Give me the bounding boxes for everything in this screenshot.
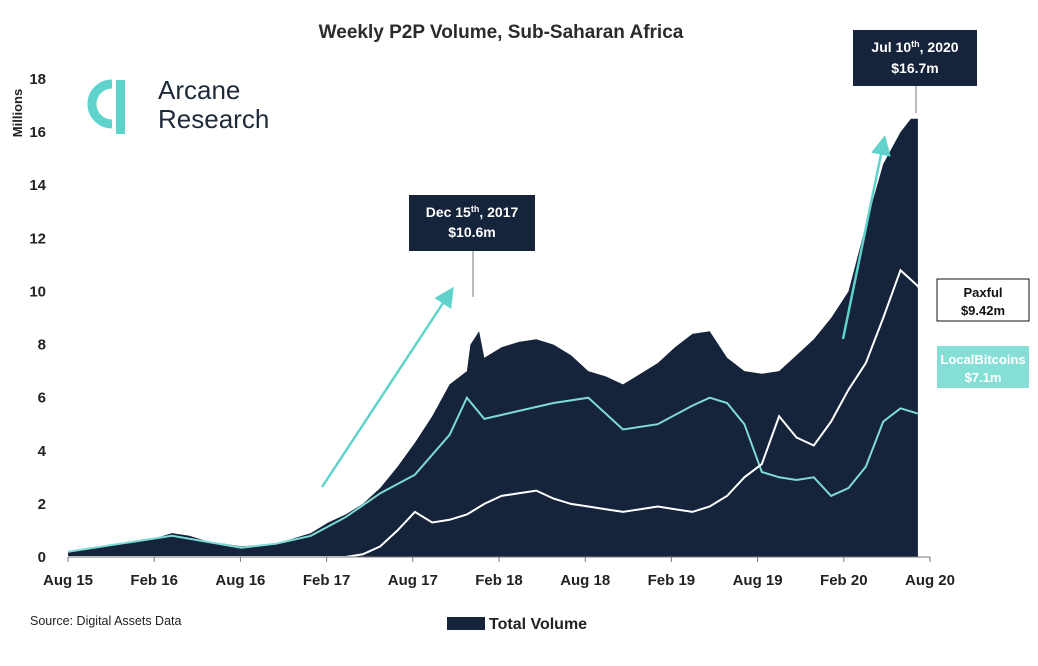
peak-2017-value: $10.6m (448, 224, 495, 240)
x-tick-label: Aug 16 (215, 572, 265, 589)
arcane-research-logo-icon (87, 79, 113, 129)
axes: 0 2 4 6 8 10 12 14 16 18 Aug 15 Feb 16 Aug 16 Feb 17 A… (29, 71, 955, 589)
y-tick-label: 6 (38, 390, 46, 407)
x-tick-label: Feb 19 (648, 572, 696, 589)
paxful-callout-name: Paxful (963, 285, 1002, 300)
y-tick-label: 18 (29, 71, 46, 88)
peak-2020-value: $16.7m (891, 60, 938, 76)
trend-arrow-2017 (320, 286, 454, 488)
arcane-research-logo-bar (116, 80, 125, 134)
y-tick-label: 0 (38, 549, 46, 566)
peak-2020-date: Jul 10th, 2020 (871, 39, 958, 55)
x-tick-label: Aug 20 (905, 572, 955, 589)
plot-area (67, 118, 931, 558)
source-note: Source: Digital Assets Data (30, 614, 182, 628)
peak-2017-date: Dec 15th, 2017 (426, 204, 519, 220)
y-tick-label: 16 (29, 124, 46, 141)
x-tick-label: Feb 17 (303, 572, 351, 589)
peak-2020-box (853, 30, 977, 86)
series-paxful-line (68, 268, 931, 558)
y-axis-label: Millions (10, 89, 25, 137)
x-tick-label: Feb 18 (475, 572, 523, 589)
x-tick-label: Aug 18 (560, 572, 610, 589)
peak-2017-date-sup: th (471, 204, 480, 214)
y-tick-label: 8 (38, 337, 46, 354)
peak-2020-date-sup: th (911, 39, 920, 49)
localbitcoins-callout-value: $7.1m (965, 370, 1002, 385)
peak-2020-date-year: , 2020 (920, 39, 959, 55)
peak-2017-date-year: , 2017 (479, 204, 518, 220)
localbitcoins-callout-name: LocalBitcoins (940, 352, 1025, 367)
series-total-volume-area (68, 118, 918, 558)
brand-line-1: Arcane (158, 75, 240, 105)
x-tick-label: Aug 19 (733, 572, 783, 589)
y-tick-label: 10 (29, 283, 46, 300)
y-tick-label: 12 (29, 230, 46, 247)
brand-line-2: Research (158, 104, 269, 134)
series-localbitcoins-line (67, 395, 919, 553)
paxful-callout-box (936, 278, 1030, 322)
y-tick-label: 14 (29, 177, 46, 194)
trend-arrow-2020 (841, 135, 891, 340)
peak-2020-date-main: Jul 10 (871, 39, 911, 55)
x-tick-label: Aug 17 (388, 572, 438, 589)
y-tick-label: 4 (38, 443, 47, 460)
x-tick-label: Feb 20 (820, 572, 868, 589)
chart-title: Weekly P2P Volume, Sub-Saharan Africa (319, 22, 684, 43)
arcane-research-logo: Arcane Research (87, 75, 269, 134)
peak-2017-date-main: Dec 15 (426, 204, 471, 220)
y-tick-label: 2 (38, 496, 46, 513)
peak-2017-box (409, 195, 535, 251)
localbitcoins-callout-box (937, 346, 1029, 388)
paxful-callout-value: $9.42m (961, 303, 1005, 318)
legend-label-total-volume: Total Volume (489, 616, 587, 633)
legend: Total Volume (447, 616, 587, 633)
x-tick-label: Aug 15 (43, 572, 93, 589)
x-tick-label: Feb 16 (130, 572, 178, 589)
legend-swatch-total-volume (447, 617, 485, 630)
